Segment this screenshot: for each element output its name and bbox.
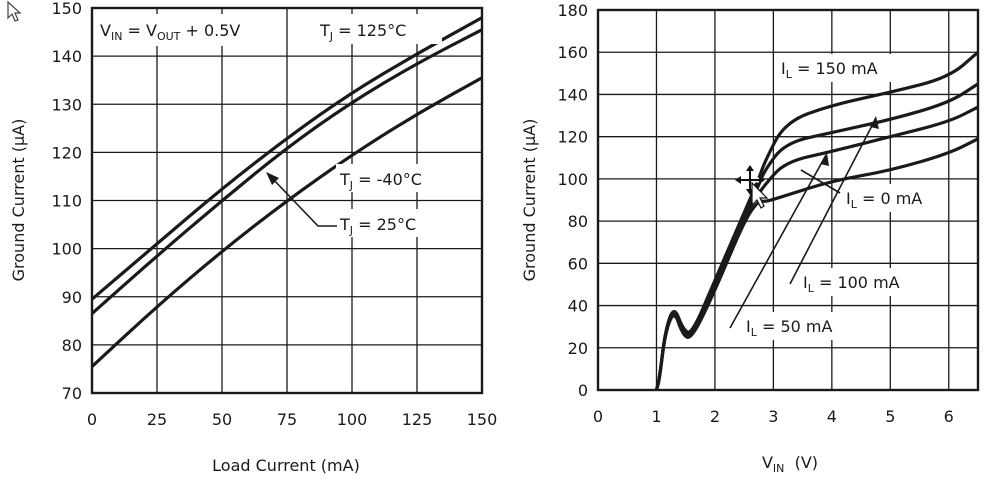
r-x-tick-6: 6 — [944, 407, 954, 426]
l-y-tick-130: 130 — [51, 95, 82, 114]
left-grid — [91, 7, 483, 394]
right-y-tick-labels: 0 20 40 60 80 100 120 140 160 180 — [557, 1, 588, 400]
label-150ma-bg — [778, 54, 910, 82]
left-x-axis-title: Load Current (mA) — [212, 456, 360, 475]
r-y-tick-180: 180 — [557, 1, 588, 20]
condition-label-bg — [96, 14, 286, 46]
r-x-tick-0: 0 — [593, 407, 603, 426]
label-25c-bg — [336, 209, 448, 237]
r-y-tick-120: 120 — [557, 128, 588, 147]
series-label-100ma: IL = 100 mA — [803, 273, 900, 295]
r-y-tick-80: 80 — [568, 212, 588, 231]
l-series-line-0 — [90, 16, 483, 301]
l-x-tick-50: 50 — [212, 410, 232, 429]
r-series-line-1 — [654, 82, 979, 391]
leader-0ma — [800, 169, 841, 194]
r-y-tick-60: 60 — [568, 254, 588, 273]
l-x-tick-0: 0 — [87, 410, 97, 429]
label-0ma-bg — [842, 184, 942, 212]
l-y-tick-90: 90 — [62, 288, 82, 307]
r-x-tick-4: 4 — [827, 407, 837, 426]
r-x-tick-2: 2 — [710, 407, 720, 426]
right-curves — [654, 51, 980, 391]
ground-current-vs-vin-chart: 0 1 2 3 4 5 6 0 20 40 60 80 100 120 140 160 180 VIN (V)… — [520, 1, 980, 475]
label-100ma-bg — [800, 268, 924, 296]
leader-25c — [270, 176, 337, 227]
label-m40c-bg — [336, 164, 462, 192]
series-label-25c: TJ = 25°C — [339, 215, 416, 237]
arrowhead-50ma — [820, 153, 829, 166]
series-label-0ma: IL = 0 mA — [846, 189, 922, 211]
condition-label: VIN = VOUT + 0.5V — [100, 21, 240, 43]
left-curves — [90, 16, 483, 368]
r-y-tick-40: 40 — [568, 297, 588, 316]
right-plot-frame — [596, 8, 980, 392]
r-y-tick-140: 140 — [557, 85, 588, 104]
l-y-tick-150: 150 — [51, 0, 82, 18]
label-50ma-bg — [742, 312, 866, 340]
r-series-line-3 — [654, 137, 979, 391]
l-y-tick-80: 80 — [62, 336, 82, 355]
l-x-tick-75: 75 — [277, 410, 297, 429]
right-y-axis-title: Ground Current (µA) — [520, 119, 539, 282]
arrowhead-25c — [266, 172, 279, 185]
l-x-tick-25: 25 — [147, 410, 167, 429]
series-label-150ma: IL = 150 mA — [781, 59, 878, 81]
l-y-tick-110: 110 — [51, 192, 82, 211]
arrowhead-100ma — [870, 116, 879, 129]
l-y-tick-100: 100 — [51, 240, 82, 259]
left-y-axis-title: Ground Current (µA) — [9, 119, 28, 282]
series-label-125c: TJ = 125°C — [319, 21, 406, 43]
l-x-tick-125: 125 — [402, 410, 433, 429]
right-x-tick-labels: 0 1 2 3 4 5 6 — [593, 407, 954, 426]
leader-100ma — [789, 117, 877, 285]
r-x-tick-1: 1 — [651, 407, 661, 426]
l-series-line-2 — [90, 76, 483, 368]
l-y-tick-140: 140 — [51, 47, 82, 66]
l-y-tick-70: 70 — [62, 384, 82, 403]
left-x-tick-labels: 0 25 50 75 100 125 150 — [87, 410, 497, 429]
r-y-tick-20: 20 — [568, 339, 588, 358]
left-plot-frame — [90, 6, 484, 395]
l-x-tick-150: 150 — [467, 410, 498, 429]
leader-50ma — [729, 154, 827, 329]
l-y-tick-120: 120 — [51, 143, 82, 162]
series-label-minus40c: TJ = -40°C — [339, 170, 422, 192]
r-x-tick-3: 3 — [768, 407, 778, 426]
l-x-tick-100: 100 — [337, 410, 368, 429]
r-y-tick-100: 100 — [557, 170, 588, 189]
ground-current-vs-load-current-chart: 0 25 50 75 100 125 150 70 80 90 100 110 120 130 140 15… — [9, 0, 497, 475]
series-label-50ma: IL = 50 mA — [746, 317, 832, 339]
r-x-tick-5: 5 — [885, 407, 895, 426]
l-series-line-1 — [90, 28, 483, 315]
r-y-tick-0: 0 — [578, 381, 588, 400]
r-y-tick-160: 160 — [557, 43, 588, 62]
label-125c-bg — [316, 14, 442, 44]
left-y-tick-labels: 70 80 90 100 110 120 130 140 150 — [51, 0, 82, 403]
move-cursor-icon — [735, 165, 769, 209]
pointer-cursor-icon — [7, 0, 22, 22]
right-x-axis-title: VIN (V) — [762, 453, 818, 475]
